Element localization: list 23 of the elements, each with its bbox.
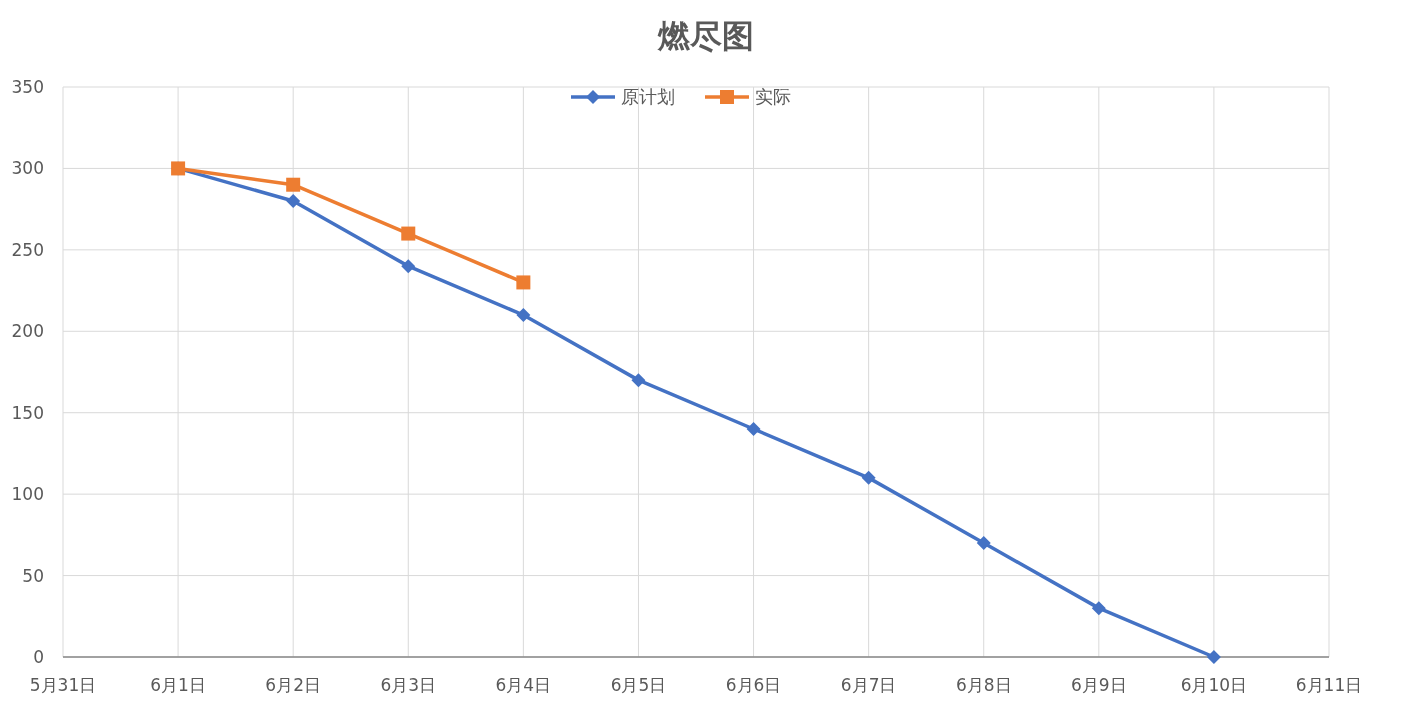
xtick: 6月5日 (610, 675, 667, 695)
xtick: 6月11日 (1295, 675, 1363, 695)
xtick: 6月9日 (1071, 675, 1127, 695)
xtick: 6月2日 (265, 675, 321, 695)
ytick: 50 (22, 565, 44, 586)
ytick: 250 (11, 239, 44, 260)
legend-label: 实际 (755, 86, 791, 107)
xtick: 6月10日 (1180, 675, 1248, 695)
xtick: 6月1日 (150, 675, 206, 695)
xtick: 6月8日 (955, 675, 1012, 695)
xtick: 6月4日 (495, 675, 552, 695)
ytick: 350 (11, 77, 44, 97)
ytick: 300 (11, 158, 44, 179)
ytick: 100 (11, 484, 44, 505)
title: 燃尽图 (657, 17, 754, 55)
legend-label: 原计划 (621, 86, 675, 107)
xtick: 6月3日 (380, 675, 437, 695)
xtick: 6月7日 (840, 675, 897, 695)
ytick: 200 (11, 321, 44, 342)
xtick: 5月31日 (29, 675, 97, 695)
xtick: 6月6日 (725, 675, 782, 695)
ytick: 0 (33, 647, 44, 667)
ytick: 150 (11, 402, 44, 423)
